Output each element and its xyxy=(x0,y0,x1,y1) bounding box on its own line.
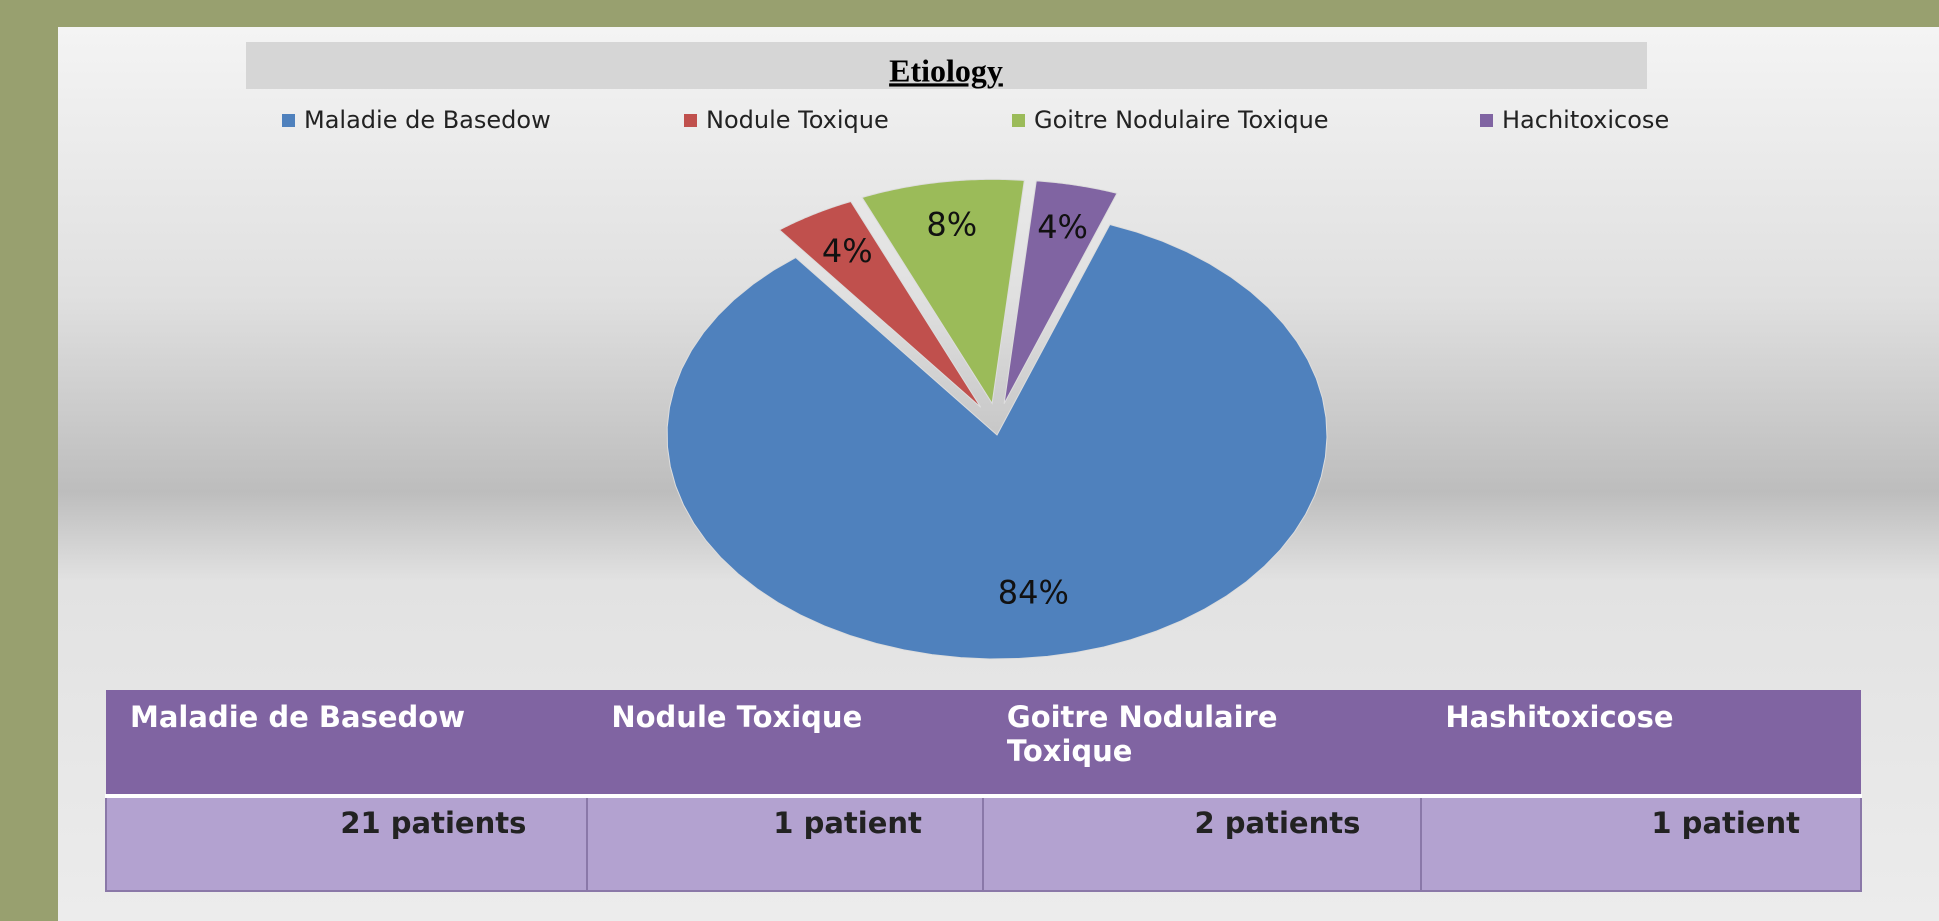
pie-slice xyxy=(861,178,1025,405)
data-label: 84% xyxy=(998,573,1069,611)
legend-swatch xyxy=(282,114,295,127)
legend-label: Nodule Toxique xyxy=(706,106,889,134)
header-row: Maladie de Basedow Nodule Toxique Goitre N… xyxy=(106,690,1861,796)
data-label: 8% xyxy=(926,205,977,243)
pie-slice xyxy=(666,223,1328,660)
table-row: 21 patients 1 patient 2 patients 1 patient xyxy=(104,794,1862,892)
legend-label: Maladie de Basedow xyxy=(304,106,551,134)
legend-label: Goitre Nodulaire Toxique xyxy=(1034,106,1329,134)
header-cell: Hashitoxicose xyxy=(1421,690,1861,796)
pie-slice xyxy=(1003,180,1118,405)
data-table: Maladie de Basedow Nodule Toxique Goitre N… xyxy=(104,690,1862,892)
data-label: 4% xyxy=(1037,208,1088,246)
table-cell: 1 patient xyxy=(1420,794,1862,892)
table-cell: 21 patients xyxy=(104,794,589,892)
header-cell: Goitre Nodulaire Toxique xyxy=(982,690,1422,796)
header-cell: Nodule Toxique xyxy=(587,690,983,796)
header-cell: Maladie de Basedow xyxy=(106,690,588,796)
chart-title: Etiology xyxy=(889,52,1003,88)
legend-label: Hachitoxicose xyxy=(1502,106,1669,134)
table-cell: 2 patients xyxy=(981,794,1423,892)
pie-slice xyxy=(778,200,982,408)
title-bar xyxy=(246,42,1647,89)
legend-swatch xyxy=(1012,114,1025,127)
table-cell: 1 patient xyxy=(586,794,984,892)
legend-swatch xyxy=(1480,114,1493,127)
data-label: 4% xyxy=(822,232,873,270)
legend-swatch xyxy=(684,114,697,127)
